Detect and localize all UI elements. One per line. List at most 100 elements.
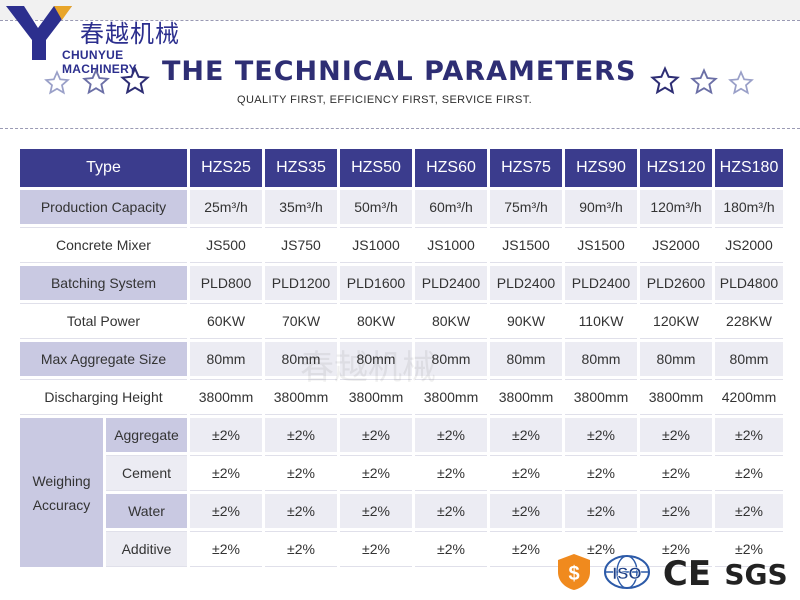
table-row: Discharging Height 3800mm 3800mm 3800mm 3800… bbox=[20, 379, 783, 415]
group-label-line: Weighing bbox=[32, 472, 91, 489]
table-cell: ±2% bbox=[490, 455, 562, 491]
table-cell: 80mm bbox=[565, 342, 637, 376]
table-cell: ±2% bbox=[715, 418, 783, 452]
ce-mark: CE bbox=[663, 554, 711, 590]
table-cell: PLD2400 bbox=[565, 266, 637, 300]
table-cell: 120KW bbox=[640, 303, 712, 339]
table-cell: 180m³/h bbox=[715, 190, 783, 224]
table-cell: 3800mm bbox=[490, 379, 562, 415]
table-cell: ±2% bbox=[715, 455, 783, 491]
table-cell: ±2% bbox=[190, 418, 262, 452]
table-row: Concrete Mixer JS500 JS750 JS1000 JS1000 JS15… bbox=[20, 227, 783, 263]
header-cell-model: HZS50 bbox=[340, 149, 412, 187]
table-cell: 80mm bbox=[340, 342, 412, 376]
table-cell: JS500 bbox=[190, 227, 262, 263]
ce-label: CE bbox=[663, 554, 711, 590]
header-cell-model: HZS25 bbox=[190, 149, 262, 187]
table-cell: PLD800 bbox=[190, 266, 262, 300]
header-cell-model: HZS75 bbox=[490, 149, 562, 187]
table-cell: ±2% bbox=[415, 455, 487, 491]
header-divider bbox=[0, 128, 800, 129]
table-cell: ±2% bbox=[640, 418, 712, 452]
star-icon bbox=[728, 70, 754, 95]
table-cell: ±2% bbox=[490, 418, 562, 452]
table-row: Total Power 60KW 70KW 80KW 80KW 90KW 110KW 120K… bbox=[20, 303, 783, 339]
table-cell: 60KW bbox=[190, 303, 262, 339]
table-cell: 3800mm bbox=[565, 379, 637, 415]
table-cell: 228KW bbox=[715, 303, 783, 339]
table-cell: ±2% bbox=[265, 531, 337, 567]
table-cell: 80mm bbox=[715, 342, 783, 376]
technical-parameters-table: Type HZS25 HZS35 HZS50 HZS60 HZS75 HZS90… bbox=[17, 146, 786, 570]
table-row: Weighing Accuracy Aggregate ±2% ±2% ±2% ±2% ±2%… bbox=[20, 418, 783, 567]
header-cell-model: HZS60 bbox=[415, 149, 487, 187]
table-cell: 60m³/h bbox=[415, 190, 487, 224]
group-label-line: Accuracy bbox=[32, 496, 91, 513]
star-icon bbox=[650, 66, 680, 95]
table-cell: ±2% bbox=[565, 494, 637, 528]
table-cell: 80mm bbox=[415, 342, 487, 376]
table-cell: ±2% bbox=[190, 494, 262, 528]
table-cell: 120m³/h bbox=[640, 190, 712, 224]
logo-y-icon bbox=[6, 6, 72, 60]
table-cell: ±2% bbox=[565, 455, 637, 491]
globe-icon: ISO bbox=[604, 555, 650, 589]
table-row: Water ±2% ±2% ±2% ±2% ±2% ±2% ±2% ±2% bbox=[20, 494, 783, 528]
table-cell: ±2% bbox=[490, 494, 562, 528]
table-cell: PLD1200 bbox=[265, 266, 337, 300]
table-row: Production Capacity 25m³/h 35m³/h 50m³/h 60m… bbox=[20, 190, 783, 224]
table-cell: ±2% bbox=[340, 531, 412, 567]
sub-row-label: Aggregate bbox=[106, 418, 187, 452]
table-row: Batching System PLD800 PLD1200 PLD1600 PLD24… bbox=[20, 266, 783, 300]
table-cell: 80mm bbox=[190, 342, 262, 376]
table-cell: 3800mm bbox=[340, 379, 412, 415]
table-cell: ±2% bbox=[415, 418, 487, 452]
table-cell: 50m³/h bbox=[340, 190, 412, 224]
table-cell: 75m³/h bbox=[490, 190, 562, 224]
top-divider bbox=[0, 20, 800, 21]
group-label-weighing-accuracy: Weighing Accuracy bbox=[20, 418, 103, 567]
table-cell: PLD2400 bbox=[415, 266, 487, 300]
row-label: Max Aggregate Size bbox=[20, 342, 187, 376]
star-icon bbox=[82, 68, 110, 95]
header-cell-model: HZS90 bbox=[565, 149, 637, 187]
table-cell: PLD2600 bbox=[640, 266, 712, 300]
table-cell: 35m³/h bbox=[265, 190, 337, 224]
table-cell: ±2% bbox=[490, 531, 562, 567]
table-cell: 25m³/h bbox=[190, 190, 262, 224]
table-cell: ±2% bbox=[265, 418, 337, 452]
svg-text:$: $ bbox=[568, 563, 579, 585]
table-cell: 70KW bbox=[265, 303, 337, 339]
table-cell: JS1500 bbox=[565, 227, 637, 263]
sgs-label: SGS bbox=[724, 558, 787, 590]
table-cell: JS1000 bbox=[415, 227, 487, 263]
table-cell: JS2000 bbox=[640, 227, 712, 263]
table-cell: JS2000 bbox=[715, 227, 783, 263]
company-logo: 春越机械 CHUNYUE MACHINERY bbox=[0, 0, 200, 76]
table-cell: 3800mm bbox=[265, 379, 337, 415]
page-subtitle: QUALITY FIRST, EFFICIENCY FIRST, SERVICE… bbox=[237, 94, 533, 106]
table-row: Additive ±2% ±2% ±2% ±2% ±2% ±2% ±2% ±2% bbox=[20, 531, 783, 567]
row-label: Total Power bbox=[20, 303, 187, 339]
sub-row-label: Cement bbox=[106, 455, 187, 491]
table-row: Cement ±2% ±2% ±2% ±2% ±2% ±2% ±2% ±2% bbox=[20, 455, 783, 491]
table-cell: 90m³/h bbox=[565, 190, 637, 224]
iso-label: ISO bbox=[612, 564, 641, 583]
table-cell: ±2% bbox=[415, 531, 487, 567]
table-cell: 90KW bbox=[490, 303, 562, 339]
table-cell: 80mm bbox=[640, 342, 712, 376]
certification-logos: $ ISO CE SGS bbox=[556, 548, 796, 596]
table-cell: 80mm bbox=[490, 342, 562, 376]
header-cell-type: Type bbox=[20, 149, 187, 187]
table-cell: 80KW bbox=[340, 303, 412, 339]
table-cell: 3800mm bbox=[190, 379, 262, 415]
table-cell: PLD4800 bbox=[715, 266, 783, 300]
logo-chinese-name: 春越机械 bbox=[80, 20, 180, 48]
top-bar bbox=[0, 0, 800, 20]
logo-english-name: CHUNYUE MACHINERY bbox=[62, 48, 137, 76]
table-cell: PLD2400 bbox=[490, 266, 562, 300]
header-cell-model: HZS180 bbox=[715, 149, 783, 187]
page-title: THE TECHNICAL PARAMETERS bbox=[162, 56, 637, 87]
sub-row-label: Additive bbox=[106, 531, 187, 567]
table-cell: 110KW bbox=[565, 303, 637, 339]
